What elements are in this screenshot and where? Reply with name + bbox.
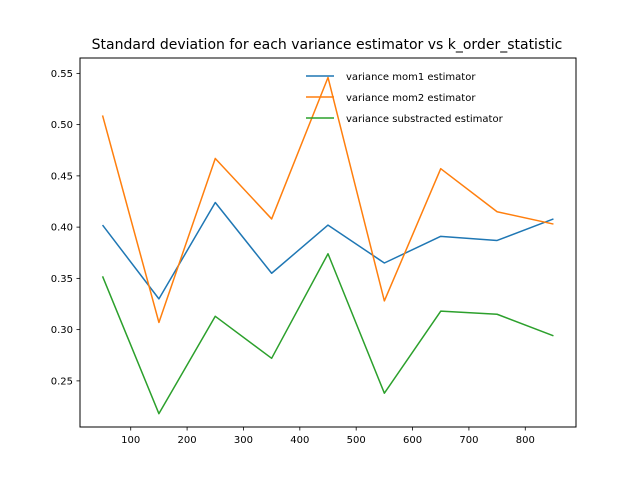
legend-label-3: variance substracted estimator xyxy=(346,114,504,125)
y-tick-label: 0.30 xyxy=(51,325,73,336)
legend-label-2: variance mom2 estimator xyxy=(346,93,476,104)
x-tick-label: 600 xyxy=(403,435,422,446)
y-tick-label: 0.55 xyxy=(51,69,73,80)
legend: variance mom1 estimator variance mom2 est… xyxy=(306,72,504,125)
x-tick-label: 500 xyxy=(347,435,366,446)
chart-title: Standard deviation for each variance est… xyxy=(92,37,563,53)
series-line-3 xyxy=(101,253,554,415)
x-tick-label: 100 xyxy=(121,435,140,446)
x-axis: 100 200 300 400 500 600 700 800 xyxy=(121,427,535,446)
legend-label-1: variance mom1 estimator xyxy=(346,72,476,83)
y-tick-label: 0.35 xyxy=(51,274,73,285)
x-tick-label: 200 xyxy=(178,435,197,446)
y-axis: 0.25 0.30 0.35 0.40 0.45 0.50 0.55 xyxy=(51,69,80,387)
y-tick-label: 0.40 xyxy=(51,223,73,234)
series-line-2 xyxy=(101,76,554,324)
y-tick-label: 0.50 xyxy=(51,120,73,131)
x-tick-label: 300 xyxy=(234,435,253,446)
plot-area xyxy=(79,57,577,428)
x-tick-label: 400 xyxy=(290,435,309,446)
y-tick-label: 0.45 xyxy=(51,171,73,182)
x-tick-label: 700 xyxy=(459,435,478,446)
series-lines xyxy=(101,76,554,415)
x-tick-label: 800 xyxy=(516,435,535,446)
y-tick-label: 0.25 xyxy=(51,376,73,387)
